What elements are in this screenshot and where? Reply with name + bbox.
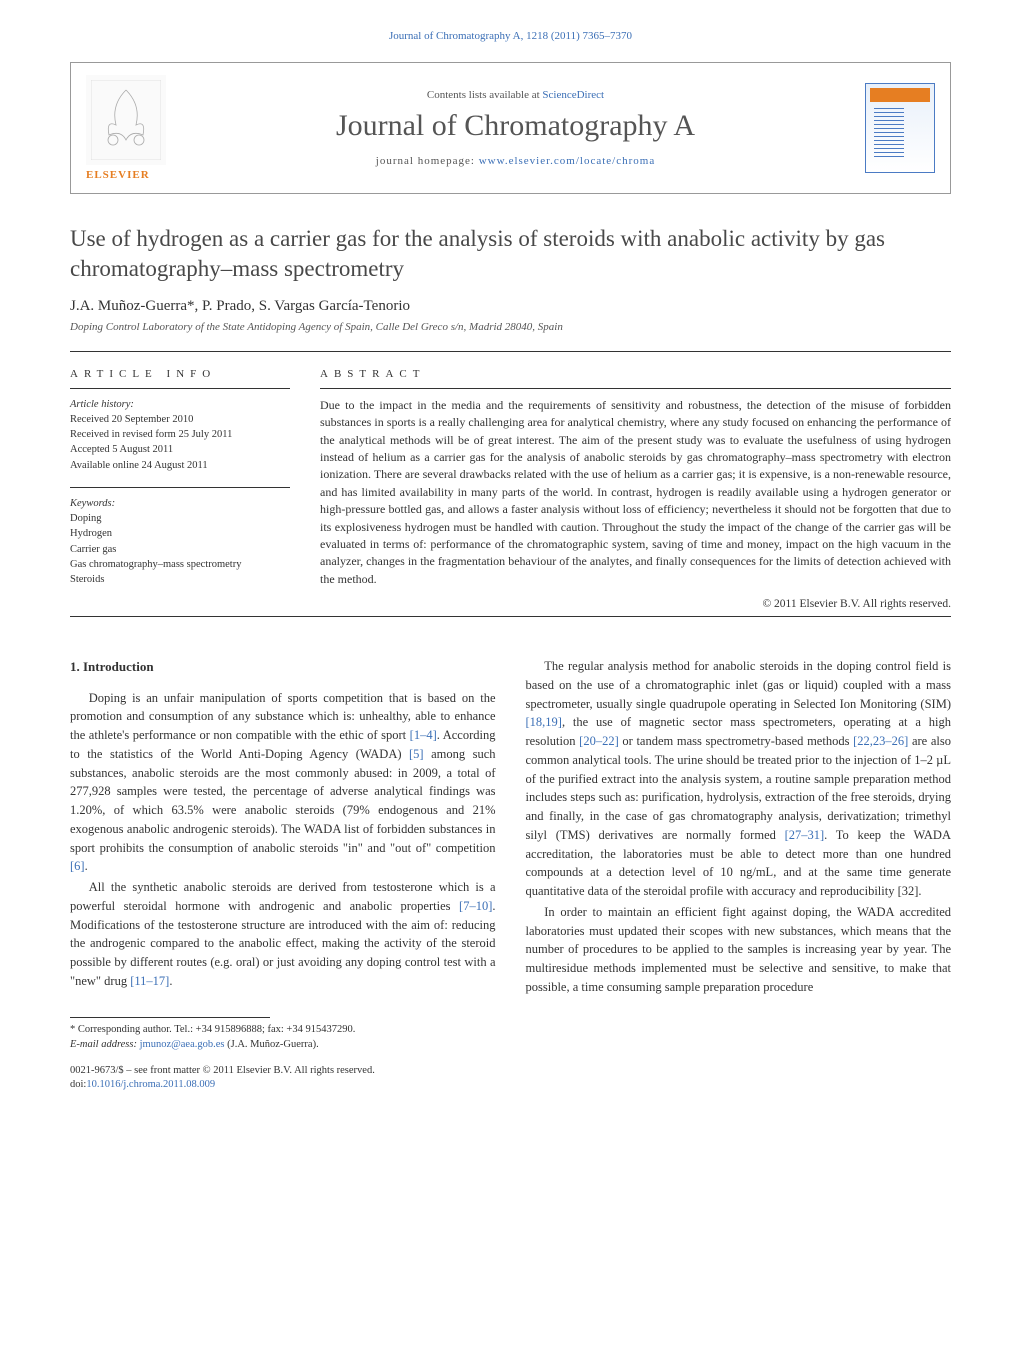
keyword: Steroids [70, 574, 104, 585]
divider [70, 388, 290, 389]
history-accepted: Accepted 5 August 2011 [70, 444, 173, 455]
article-history: Article history: Received 20 September 2… [70, 397, 290, 473]
citation-link[interactable]: [1–4] [410, 728, 437, 742]
article-info-heading: article info [70, 368, 290, 380]
email-link[interactable]: jmunoz@aea.gob.es [140, 1039, 225, 1050]
affiliation: Doping Control Laboratory of the State A… [70, 321, 951, 333]
homepage-link[interactable]: www.elsevier.com/locate/chroma [479, 155, 656, 167]
abstract-text: Due to the impact in the media and the r… [320, 397, 951, 588]
journal-title: Journal of Chromatography A [166, 109, 865, 143]
citation-link[interactable]: [7–10] [459, 899, 492, 913]
citation-link[interactable]: [20–22] [579, 734, 619, 748]
elsevier-tree-icon [91, 80, 161, 160]
citation-link[interactable]: [27–31] [785, 828, 825, 842]
contents-lists-prefix: Contents lists available at [427, 89, 542, 101]
contents-lists-line: Contents lists available at ScienceDirec… [166, 89, 865, 101]
abstract-column: abstract Due to the impact in the media … [320, 358, 951, 610]
corresponding-author-note: * Corresponding author. Tel.: +34 915896… [70, 1024, 951, 1035]
elsevier-name: ELSEVIER [86, 169, 166, 181]
email-note: E-mail address: jmunoz@aea.gob.es (J.A. … [70, 1039, 951, 1050]
citation-link[interactable]: [6] [70, 859, 85, 873]
article-title: Use of hydrogen as a carrier gas for the… [70, 224, 951, 284]
sciencedirect-link[interactable]: ScienceDirect [542, 89, 604, 101]
body-text: 1. Introduction Doping is an unfair mani… [70, 657, 951, 997]
citation-link[interactable]: [18,19] [526, 715, 562, 729]
doi-link[interactable]: 10.1016/j.chroma.2011.08.009 [86, 1079, 215, 1090]
doi-block: 0021-9673/$ – see front matter © 2011 El… [70, 1064, 951, 1093]
homepage-prefix: journal homepage: [376, 155, 479, 167]
paragraph: All the synthetic anabolic steroids are … [70, 878, 496, 991]
journal-homepage-line: journal homepage: www.elsevier.com/locat… [166, 155, 865, 167]
citation-link[interactable]: [22,23–26] [853, 734, 908, 748]
history-revised: Received in revised form 25 July 2011 [70, 429, 232, 440]
running-head: Journal of Chromatography A, 1218 (2011)… [0, 0, 1021, 52]
keywords-label: Keywords: [70, 498, 115, 509]
email-label: E-mail address: [70, 1039, 140, 1050]
footnote-divider [70, 1017, 270, 1018]
doi-prefix: doi: [70, 1079, 86, 1090]
history-online: Available online 24 August 2011 [70, 460, 208, 471]
paragraph: Doping is an unfair manipulation of spor… [70, 689, 496, 877]
keyword: Hydrogen [70, 528, 112, 539]
article-info-column: article info Article history: Received 2… [70, 358, 290, 610]
keywords-block: Keywords: Doping Hydrogen Carrier gas Ga… [70, 496, 290, 587]
keyword: Gas chromatography–mass spectrometry [70, 559, 241, 570]
keyword: Carrier gas [70, 544, 116, 555]
authors-line: J.A. Muñoz-Guerra*, P. Prado, S. Vargas … [70, 298, 951, 315]
history-label: Article history: [70, 399, 134, 410]
divider [70, 487, 290, 488]
divider [70, 616, 951, 617]
citation-link[interactable]: [11–17] [130, 974, 169, 988]
abstract-heading: abstract [320, 368, 951, 380]
section-heading: 1. Introduction [70, 657, 496, 677]
front-matter-line: 0021-9673/$ – see front matter © 2011 El… [70, 1064, 951, 1079]
divider [70, 351, 951, 352]
paragraph: The regular analysis method for anabolic… [526, 657, 952, 901]
citation-link[interactable]: [5] [409, 747, 424, 761]
history-received: Received 20 September 2010 [70, 414, 193, 425]
divider [320, 388, 951, 389]
contents-box: ELSEVIER Contents lists available at Sci… [70, 62, 951, 194]
journal-cover-thumbnail [865, 83, 935, 173]
elsevier-logo: ELSEVIER [86, 75, 166, 181]
keyword: Doping [70, 513, 102, 524]
abstract-copyright: © 2011 Elsevier B.V. All rights reserved… [320, 598, 951, 610]
paragraph: In order to maintain an efficient fight … [526, 903, 952, 997]
